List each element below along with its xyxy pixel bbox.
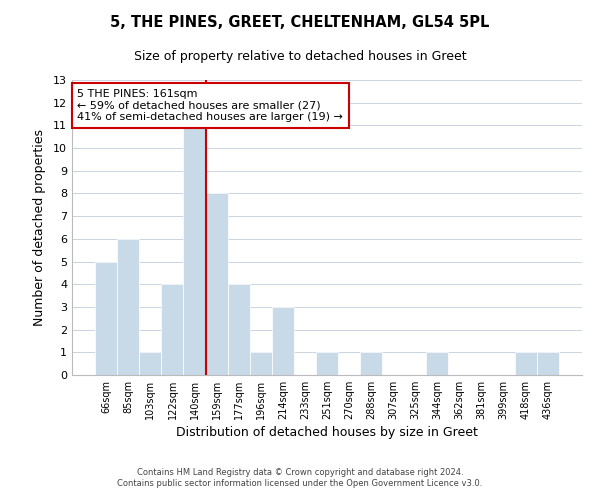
Bar xyxy=(537,352,559,375)
Bar xyxy=(515,352,537,375)
Text: 5, THE PINES, GREET, CHELTENHAM, GL54 5PL: 5, THE PINES, GREET, CHELTENHAM, GL54 5P… xyxy=(110,15,490,30)
Text: Size of property relative to detached houses in Greet: Size of property relative to detached ho… xyxy=(134,50,466,63)
Bar xyxy=(139,352,161,375)
Text: Contains HM Land Registry data © Crown copyright and database right 2024.
Contai: Contains HM Land Registry data © Crown c… xyxy=(118,468,482,487)
Bar xyxy=(272,307,294,375)
Bar xyxy=(206,194,227,375)
Bar xyxy=(117,239,139,375)
Bar xyxy=(227,284,250,375)
Bar xyxy=(316,352,338,375)
Bar xyxy=(95,262,117,375)
Bar xyxy=(427,352,448,375)
Y-axis label: Number of detached properties: Number of detached properties xyxy=(33,129,46,326)
X-axis label: Distribution of detached houses by size in Greet: Distribution of detached houses by size … xyxy=(176,426,478,439)
Bar xyxy=(161,284,184,375)
Text: 5 THE PINES: 161sqm
← 59% of detached houses are smaller (27)
41% of semi-detach: 5 THE PINES: 161sqm ← 59% of detached ho… xyxy=(77,89,343,122)
Bar xyxy=(360,352,382,375)
Bar xyxy=(250,352,272,375)
Bar xyxy=(184,126,206,375)
